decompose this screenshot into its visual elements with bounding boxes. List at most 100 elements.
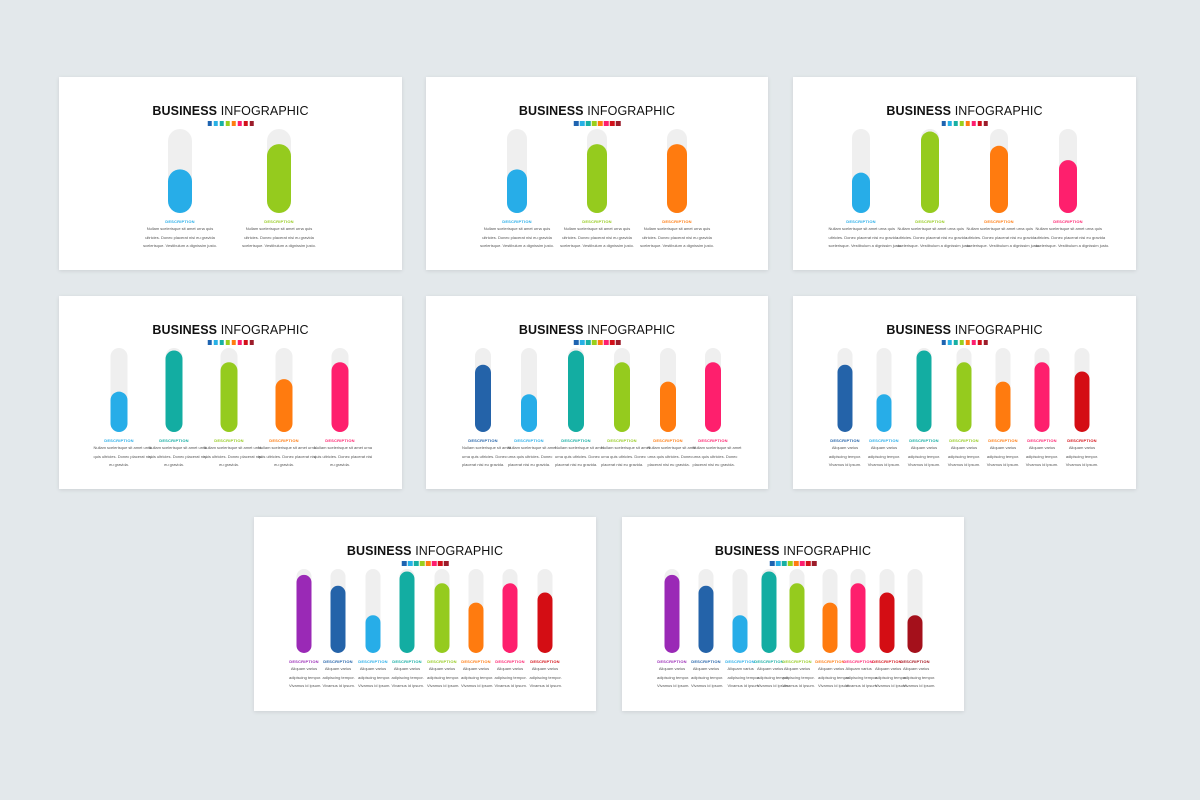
description-line: urna quis ultricies. Donec xyxy=(692,453,738,459)
description-line: scelerisque. Vestibulum a dignissim just… xyxy=(480,243,554,248)
color-swatches xyxy=(769,561,817,566)
description-line: placerat nisi eu gravida. xyxy=(462,462,505,467)
color-swatch xyxy=(219,340,224,345)
description-text: Aliquam varius adipiscing tempor. Vivamus … xyxy=(782,665,815,691)
description-line: adipiscing tempor. xyxy=(757,674,790,680)
title-bold-text: BUSINESS xyxy=(518,104,584,118)
title-light-text: INFOGRAPHIC xyxy=(220,104,309,118)
color-swatch xyxy=(799,561,805,566)
description-line: Vivamus id ipsum. xyxy=(322,683,355,688)
description-text: Nullam scelerisque sit amet urna quis ult… xyxy=(258,444,317,470)
description-label: DESCRIPTION xyxy=(869,438,899,443)
color-swatch xyxy=(983,121,988,126)
description-line: eu gravida. xyxy=(219,462,239,467)
description-line: Nullam scelerisque sit amet urna quis xyxy=(483,226,551,231)
bar-fill xyxy=(879,592,895,653)
bar-fill xyxy=(331,362,349,432)
description-line: Vivamus id ipsum. xyxy=(818,683,851,688)
bar-fill xyxy=(852,172,870,213)
color-swatch xyxy=(615,340,621,345)
description-label: DESCRIPTION xyxy=(662,219,692,224)
description-label: DESCRIPTION xyxy=(325,438,355,443)
description-label: DESCRIPTION xyxy=(530,659,560,664)
color-swatch xyxy=(585,121,591,126)
description-line: Nullam scelerisque sit amet xyxy=(692,445,742,450)
description-text: Aliquam varius adipiscing tempor. Vivamus … xyxy=(657,665,689,691)
slide-1: BUSINESS INFOGRAPHIC DESCRIPTION Nullam sc… xyxy=(59,77,402,270)
description-line: Vivamus id ipsum. xyxy=(494,683,527,688)
description-label: DESCRIPTION xyxy=(514,438,544,443)
color-swatch xyxy=(431,561,437,566)
color-swatch xyxy=(585,340,591,345)
description-text: Nullam scelerisque sit amet urna quis ult… xyxy=(967,225,1041,251)
description-text: Aliquam varius adipiscing tempor. Vivamus … xyxy=(289,665,321,691)
description-text: Aliquam varius adipiscing tempor. Vivamus … xyxy=(947,444,982,470)
color-swatch xyxy=(959,340,964,345)
color-swatch xyxy=(793,561,799,566)
description-line: adipiscing tempor. xyxy=(818,674,851,680)
bar-fill xyxy=(507,169,527,213)
description-line: eu gravida. xyxy=(330,462,350,467)
description-line: Nullam scelerisque sit amet xyxy=(601,445,650,450)
description-text: Aliquam varius adipiscing tempor. Vivamus … xyxy=(866,444,902,470)
description-line: adipiscing tempor. xyxy=(782,674,815,680)
color-swatch xyxy=(243,121,248,126)
color-swatch xyxy=(413,561,419,566)
bar-fill xyxy=(837,364,853,432)
description-line: ultricies. Donec placerat nisi eu gravid… xyxy=(642,234,712,240)
description-line: adipiscing tempor. xyxy=(828,453,862,459)
bar-fill xyxy=(705,362,721,432)
title-light-text: INFOGRAPHIC xyxy=(783,544,872,558)
description-line: Vivamus id ipsum. xyxy=(391,683,424,688)
description-line: Aliquam varius xyxy=(496,666,524,671)
description-label: DESCRIPTION xyxy=(264,219,294,224)
bar-fill xyxy=(921,131,939,213)
description-line: urna quis ultricies. Donec xyxy=(507,453,553,459)
description-text: Nullam scelerisque sit amet urna quis ult… xyxy=(149,444,207,470)
description-label: DESCRIPTION xyxy=(988,438,1018,443)
color-swatch xyxy=(419,561,425,566)
bar-fill xyxy=(1034,362,1050,432)
description-text: Aliquam varius adipiscing tempor. Vivamus … xyxy=(875,665,907,691)
description-line: adipiscing tempor. xyxy=(903,674,936,680)
description-text: Aliquam varius adipiscing tempor. Vivamus … xyxy=(358,665,391,691)
description-label: DESCRIPTION xyxy=(468,438,498,443)
description-line: Aliquam varius xyxy=(783,666,811,671)
slide-title: BUSINESS INFOGRAPHIC xyxy=(254,544,596,558)
description-line: Aliquam varius xyxy=(290,666,318,671)
description-label: DESCRIPTION xyxy=(104,438,134,443)
bar-fill xyxy=(537,592,553,653)
description-line: scelerisque. Vestibulum a dignissim just… xyxy=(897,243,972,248)
description-line: eu gravida. xyxy=(164,462,184,467)
description-line: placerat nisi eu gravida. xyxy=(647,462,690,467)
description-line: adipiscing tempor. xyxy=(461,674,494,680)
description-line: Aliquam varius xyxy=(692,666,720,671)
bar-fill xyxy=(916,350,932,432)
slide-2: BUSINESS INFOGRAPHIC DESCRIPTION Nullam sc… xyxy=(426,77,768,270)
color-swatch xyxy=(609,340,615,345)
title-light-text: INFOGRAPHIC xyxy=(954,323,1043,337)
description-line: adipiscing tempor. xyxy=(867,453,901,459)
description-text: Aliquam varius adipiscing tempor. Vivamus … xyxy=(728,665,760,691)
slide-title: BUSINESS INFOGRAPHIC xyxy=(426,323,768,337)
bar-fill xyxy=(399,571,415,653)
description-text: Nullam scelerisque sit amet urna quis ult… xyxy=(204,444,262,470)
description-label: DESCRIPTION xyxy=(358,659,388,664)
description-line: Vivamus id ipsum. xyxy=(782,683,815,688)
description-line: Nullam scelerisque sit amet urna quis xyxy=(1035,226,1102,231)
description-line: adipiscing tempor. xyxy=(358,674,391,680)
bar-fill xyxy=(296,574,312,653)
bar-fill xyxy=(475,364,491,432)
description-line: Nullam scelerisque sit amet urna xyxy=(93,445,152,450)
description-line: Nullam scelerisque sit amet xyxy=(507,445,557,450)
description-line: Nullam scelerisque sit amet xyxy=(555,445,604,450)
description-text: Nullam scelerisque sit amet urna quis ult… xyxy=(601,444,650,470)
color-swatch xyxy=(573,121,579,126)
description-line: Aliquam varius xyxy=(910,445,938,450)
color-swatch xyxy=(965,340,970,345)
description-line: adipiscing tempor. xyxy=(986,453,1020,459)
color-swatch xyxy=(971,340,976,345)
title-light-text: INFOGRAPHIC xyxy=(415,544,504,558)
description-line: Nullam scelerisque sit amet urna xyxy=(258,445,317,450)
description-label: DESCRIPTION xyxy=(495,659,525,664)
